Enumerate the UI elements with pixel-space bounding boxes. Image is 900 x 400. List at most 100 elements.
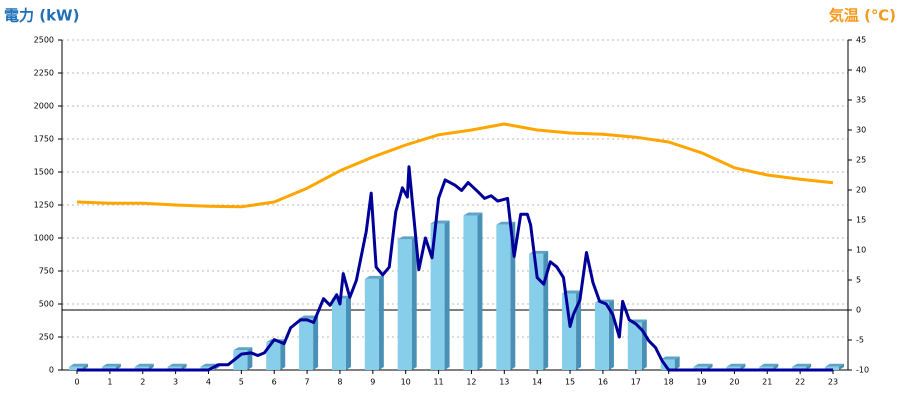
y2-tick-label: 45 [856, 36, 866, 45]
bar-top [364, 275, 384, 279]
x-tick-label: 10 [401, 378, 411, 387]
bar-top [101, 363, 121, 367]
bar [496, 224, 511, 370]
x-tick-label: 1 [107, 378, 112, 387]
bar-top [792, 363, 812, 367]
y2-tick-label: -5 [856, 336, 864, 345]
y2-tick-label: 0 [856, 306, 861, 315]
bar-top [397, 236, 417, 240]
y2-axis-title: 気温 (℃) [829, 7, 896, 25]
bar-top [463, 212, 483, 216]
bar [266, 342, 281, 370]
y-tick-label: 500 [39, 300, 54, 309]
x-tick-label: 22 [795, 378, 805, 387]
bar-side [247, 347, 253, 370]
x-tick-label: 16 [598, 378, 608, 387]
x-tick-label: 18 [664, 378, 674, 387]
y-tick-label: 1500 [34, 168, 54, 177]
x-tick-label: 20 [729, 378, 739, 387]
bar [101, 366, 116, 370]
x-tick-label: 7 [305, 378, 310, 387]
y2-tick-label: 15 [856, 216, 866, 225]
bar-top [726, 363, 746, 367]
bar-side [148, 363, 154, 370]
bar-side [674, 356, 680, 370]
bar [594, 302, 609, 370]
y-tick-label: 2000 [34, 102, 54, 111]
bar-side [641, 319, 647, 370]
bar [299, 318, 314, 370]
y-tick-label: 1000 [34, 234, 54, 243]
x-tick-label: 19 [696, 378, 706, 387]
bar [562, 293, 577, 370]
bar [69, 366, 83, 370]
bar-side [411, 236, 417, 370]
x-tick-label: 9 [370, 378, 375, 387]
bar [529, 253, 544, 370]
bar-top [233, 347, 253, 351]
x-tick-label: 3 [173, 378, 178, 387]
bar-side [345, 295, 351, 370]
bar [759, 366, 774, 370]
y-tick-label: 1750 [34, 135, 54, 144]
bar-top [693, 363, 713, 367]
x-tick-label: 15 [565, 378, 575, 387]
bar-top [759, 363, 779, 367]
bar [364, 278, 379, 370]
y2-tick-label: -10 [856, 366, 869, 375]
bar-side [280, 339, 286, 370]
y2-tick-label: 30 [856, 126, 866, 135]
bar-side [83, 363, 88, 370]
y-tick-label: 750 [39, 267, 54, 276]
x-tick-label: 13 [499, 378, 509, 387]
x-tick-label: 8 [337, 378, 342, 387]
y-tick-label: 1250 [34, 201, 54, 210]
y2-tick-label: 5 [856, 276, 861, 285]
bar-top [299, 315, 319, 319]
bar-side [740, 363, 746, 370]
line [77, 165, 833, 372]
y2-tick-label: 25 [856, 156, 866, 165]
x-tick-label: 4 [206, 378, 211, 387]
bar-top [825, 363, 844, 367]
line [76, 122, 834, 209]
bar [167, 366, 182, 370]
bar-side [115, 363, 121, 370]
bar [200, 366, 215, 370]
y-tick-label: 2500 [34, 36, 54, 45]
bar [627, 322, 642, 370]
bar-side [444, 220, 450, 370]
bar [397, 239, 412, 370]
y-axis-title: 電力 (kW) [4, 7, 79, 25]
y2-tick-label: 40 [856, 66, 866, 75]
bar [430, 223, 445, 370]
bar-top [167, 363, 187, 367]
y-tick-label: 0 [49, 366, 54, 375]
x-tick-label: 11 [433, 378, 443, 387]
bar-side [378, 275, 384, 370]
x-tick-label: 17 [631, 378, 641, 387]
bar-side [707, 363, 713, 370]
bar-side [576, 290, 582, 370]
bar-side [773, 363, 779, 370]
x-tick-label: 12 [466, 378, 476, 387]
y-tick-label: 2250 [34, 69, 54, 78]
bar [792, 366, 807, 370]
bar-side [477, 212, 483, 370]
bar [825, 366, 839, 370]
x-tick-label: 23 [828, 378, 838, 387]
bar [134, 366, 149, 370]
x-tick-label: 2 [140, 378, 145, 387]
y-tick-label: 250 [39, 333, 54, 342]
bar [660, 359, 675, 370]
x-tick-label: 21 [762, 378, 772, 387]
bar [726, 366, 741, 370]
y2-tick-label: 35 [856, 96, 866, 105]
y2-tick-label: 20 [856, 186, 866, 195]
bar-top [134, 363, 154, 367]
x-tick-label: 14 [532, 378, 542, 387]
x-tick-label: 5 [239, 378, 244, 387]
bar-side [313, 315, 319, 370]
bar [693, 366, 708, 370]
